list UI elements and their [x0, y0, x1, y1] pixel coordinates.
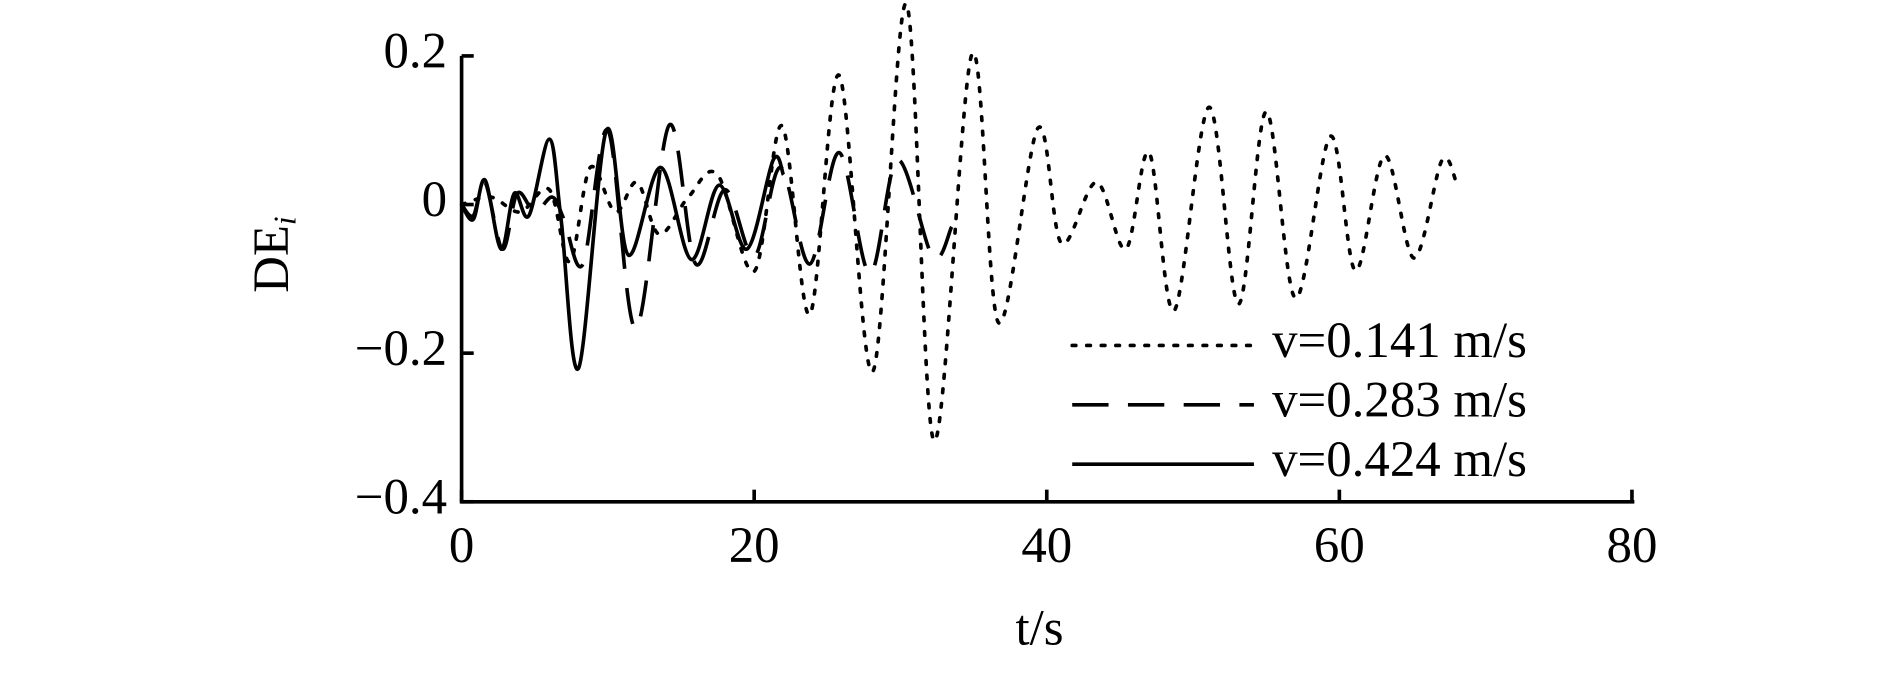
legend-label: v=0.141 m/s — [1272, 313, 1527, 369]
series-line — [460, 123, 954, 331]
x-tick-label: 60 — [1314, 518, 1365, 574]
series-line — [460, 126, 786, 371]
x-tick-label: 40 — [1021, 518, 1072, 574]
y-tick-label: 0.2 — [383, 24, 447, 80]
y-axis-label: DEi — [244, 216, 303, 293]
legend-label: v=0.283 m/s — [1272, 373, 1527, 429]
legend-label: v=0.424 m/s — [1272, 432, 1527, 488]
y-tick-label: −0.2 — [355, 321, 447, 377]
y-label-main: DE — [244, 225, 300, 293]
x-tick-label: 80 — [1607, 518, 1658, 574]
x-tick-label: 0 — [449, 518, 474, 574]
x-axis-label: t/s — [1015, 600, 1063, 656]
x-tick-label: 20 — [729, 518, 780, 574]
series-line — [459, 2, 1459, 443]
y-tick-label: 0 — [422, 172, 447, 228]
y-tick-label: −0.4 — [355, 469, 447, 525]
y-label-subscript: i — [268, 216, 303, 225]
